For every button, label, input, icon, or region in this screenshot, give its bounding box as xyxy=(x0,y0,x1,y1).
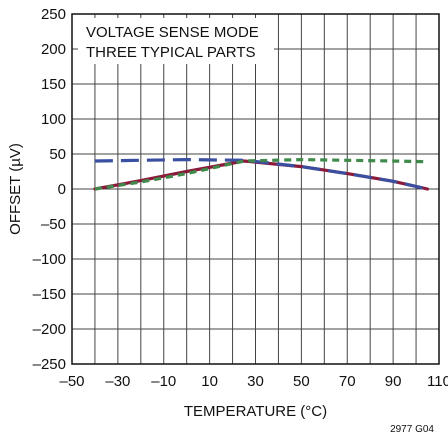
y-tick-label: –150 xyxy=(33,286,66,303)
annotation-line-2: THREE TYPICAL PARTS xyxy=(86,44,256,61)
y-tick-label: 100 xyxy=(41,111,66,128)
x-tick-label: –50 xyxy=(59,373,84,390)
plot-frame xyxy=(71,13,440,365)
y-tick-label: –50 xyxy=(41,216,66,233)
y-tick-label: 150 xyxy=(41,76,66,93)
y-tick-label: 200 xyxy=(41,41,66,58)
y-tick-label: 0 xyxy=(58,181,66,198)
x-tick-label: 30 xyxy=(247,373,264,390)
y-tick-label: 50 xyxy=(49,146,66,163)
x-tick-label: –10 xyxy=(151,373,176,390)
x-tick-label: 90 xyxy=(385,373,402,390)
x-tick-label: 10 xyxy=(201,373,218,390)
x-tick-label: 110 xyxy=(427,373,448,390)
y-tick-label: –250 xyxy=(33,356,66,373)
grid-layer xyxy=(72,14,439,364)
x-tick-label: 50 xyxy=(293,373,310,390)
annotation-background xyxy=(78,18,274,64)
annotation-line-1: VOLTAGE SENSE MODE xyxy=(86,24,259,41)
series-line-2 xyxy=(94,158,428,191)
y-axis-title: OFFSET (µV) xyxy=(7,143,24,235)
y-tick-label: 250 xyxy=(41,6,66,23)
x-tick-label: –30 xyxy=(105,373,130,390)
x-axis-title: TEMPERATURE (°C) xyxy=(184,403,327,420)
series-line-1 xyxy=(93,159,430,191)
x-tick-label: 70 xyxy=(339,373,356,390)
y-tick-label: –100 xyxy=(33,251,66,268)
series-layer xyxy=(93,158,430,191)
frame-layer xyxy=(71,13,440,365)
series-line-3 xyxy=(94,158,428,191)
y-tick-label: –200 xyxy=(33,321,66,338)
figure-id: 2977 G04 xyxy=(390,424,434,435)
